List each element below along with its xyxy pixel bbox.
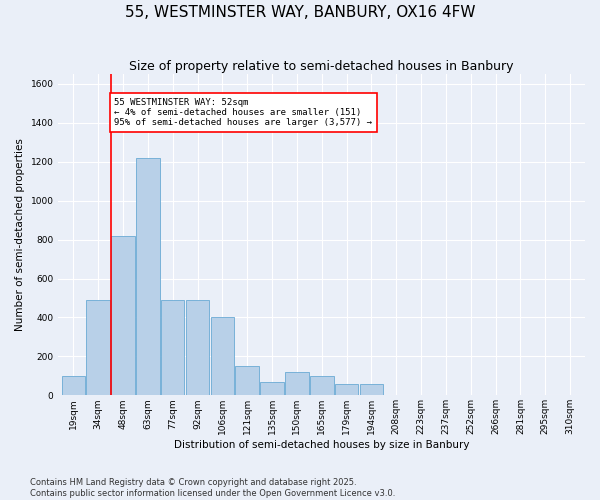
Bar: [285, 372, 308, 396]
Text: Contains HM Land Registry data © Crown copyright and database right 2025.
Contai: Contains HM Land Registry data © Crown c…: [30, 478, 395, 498]
Bar: [359, 384, 383, 396]
Bar: [111, 236, 135, 396]
Text: 55, WESTMINSTER WAY, BANBURY, OX16 4FW: 55, WESTMINSTER WAY, BANBURY, OX16 4FW: [125, 5, 475, 20]
X-axis label: Distribution of semi-detached houses by size in Banbury: Distribution of semi-detached houses by …: [174, 440, 469, 450]
Bar: [161, 300, 184, 396]
Y-axis label: Number of semi-detached properties: Number of semi-detached properties: [15, 138, 25, 331]
Bar: [86, 300, 110, 396]
Bar: [260, 382, 284, 396]
Bar: [235, 366, 259, 396]
Bar: [335, 384, 358, 396]
Bar: [310, 376, 334, 396]
Bar: [211, 318, 234, 396]
Title: Size of property relative to semi-detached houses in Banbury: Size of property relative to semi-detach…: [130, 60, 514, 73]
Bar: [136, 158, 160, 396]
Bar: [186, 300, 209, 396]
Text: 55 WESTMINSTER WAY: 52sqm
← 4% of semi-detached houses are smaller (151)
95% of : 55 WESTMINSTER WAY: 52sqm ← 4% of semi-d…: [115, 98, 373, 128]
Bar: [62, 376, 85, 396]
